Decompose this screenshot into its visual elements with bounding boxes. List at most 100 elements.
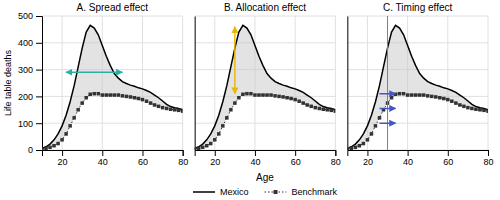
tick: 200 bbox=[18, 92, 42, 102]
plot-area bbox=[42, 25, 183, 150]
series-marker bbox=[225, 116, 229, 120]
tick-label: 40 bbox=[250, 157, 260, 167]
tick: 20 bbox=[363, 150, 373, 167]
series-marker bbox=[42, 147, 44, 150]
series-marker bbox=[474, 108, 478, 112]
tick: 40 bbox=[250, 150, 260, 167]
series-marker bbox=[406, 93, 410, 97]
tick-mark bbox=[408, 150, 409, 156]
series-marker bbox=[313, 106, 317, 110]
series-marker bbox=[153, 103, 157, 107]
series-marker bbox=[56, 142, 60, 146]
legend-entry: Mexico bbox=[193, 187, 249, 197]
tick-mark bbox=[62, 150, 63, 156]
series-marker bbox=[68, 124, 72, 128]
series-marker bbox=[201, 146, 205, 150]
shaded-area bbox=[195, 25, 336, 149]
series-marker bbox=[245, 92, 249, 96]
tick-mark bbox=[102, 150, 103, 156]
grid bbox=[347, 16, 488, 150]
arrow bbox=[379, 93, 395, 94]
grid-line bbox=[447, 16, 448, 150]
grid-line bbox=[335, 16, 336, 150]
grid bbox=[195, 16, 336, 150]
series-marker bbox=[205, 144, 209, 148]
series-line bbox=[347, 25, 488, 148]
series-marker bbox=[378, 116, 382, 120]
shaded-area bbox=[42, 25, 183, 149]
series-marker bbox=[261, 93, 265, 97]
grid-line bbox=[42, 42, 183, 43]
series-marker bbox=[241, 93, 245, 97]
series-marker bbox=[141, 98, 145, 102]
plot-area bbox=[347, 16, 488, 150]
tick-label: 20 bbox=[363, 157, 373, 167]
series-marker bbox=[330, 109, 334, 113]
tick-mark bbox=[488, 150, 489, 156]
y-axis bbox=[194, 17, 196, 151]
series-marker bbox=[358, 144, 362, 148]
series-marker bbox=[129, 95, 133, 99]
arrow bbox=[234, 27, 235, 94]
series-marker bbox=[84, 96, 88, 100]
tick: 80 bbox=[331, 150, 341, 167]
series-marker bbox=[273, 94, 277, 98]
series-marker bbox=[277, 95, 281, 99]
tick-mark bbox=[36, 43, 42, 44]
series-marker bbox=[181, 109, 183, 113]
series-marker bbox=[237, 96, 241, 100]
tick-label: 60 bbox=[291, 157, 301, 167]
series-marker bbox=[137, 97, 141, 101]
tick-label: 80 bbox=[483, 157, 493, 167]
series-marker bbox=[438, 96, 442, 100]
grid-line bbox=[195, 16, 336, 17]
series-marker bbox=[486, 109, 488, 113]
tick-mark bbox=[295, 150, 296, 156]
legend-label: Mexico bbox=[220, 187, 249, 197]
series-marker bbox=[470, 107, 474, 111]
chart: 204060800100200300400500A. Spread effect… bbox=[0, 0, 500, 200]
y-axis: 0100200300400500 bbox=[18, 11, 43, 155]
series-marker bbox=[281, 95, 285, 99]
tick-label: 200 bbox=[18, 92, 33, 102]
title: B. Allocation effect bbox=[224, 2, 306, 13]
series-marker bbox=[347, 147, 349, 150]
series-marker bbox=[169, 108, 173, 112]
series-marker bbox=[269, 93, 273, 97]
tick-label: 300 bbox=[18, 65, 33, 75]
series-marker bbox=[217, 132, 221, 136]
y-axis bbox=[347, 17, 349, 151]
series-marker bbox=[229, 108, 233, 112]
tick-mark bbox=[335, 150, 336, 156]
series-marker bbox=[446, 98, 450, 102]
legend-label: Benchmark bbox=[291, 187, 337, 197]
series-marker bbox=[125, 95, 128, 99]
panel: 204060800100200300400500A. Spread effect… bbox=[3, 2, 188, 167]
series-marker bbox=[88, 93, 92, 97]
grid-line bbox=[195, 42, 336, 43]
tick-label: 80 bbox=[331, 157, 341, 167]
series-line bbox=[195, 94, 336, 149]
panel: 20406080C. Timing effect bbox=[346, 2, 494, 167]
series-marker bbox=[173, 108, 177, 112]
series-marker bbox=[454, 101, 458, 105]
x-axis: 20406080 bbox=[348, 150, 494, 167]
grid-line bbox=[347, 42, 488, 43]
series-marker bbox=[442, 97, 446, 101]
series-marker bbox=[52, 144, 56, 148]
series-marker bbox=[109, 93, 113, 97]
series-marker bbox=[326, 108, 330, 112]
series-marker bbox=[318, 107, 322, 111]
tick: 20 bbox=[210, 150, 220, 167]
series-marker bbox=[113, 93, 117, 97]
series-marker bbox=[209, 142, 213, 146]
series-marker bbox=[48, 146, 52, 150]
axis-domain bbox=[195, 17, 196, 151]
axis-domain bbox=[43, 151, 184, 157]
series-marker bbox=[305, 103, 309, 107]
tick: 40 bbox=[403, 150, 413, 167]
grid-line bbox=[295, 16, 296, 150]
series-line bbox=[42, 94, 183, 149]
legend: Mexico Benchmark bbox=[193, 187, 338, 197]
series-marker bbox=[285, 96, 289, 100]
